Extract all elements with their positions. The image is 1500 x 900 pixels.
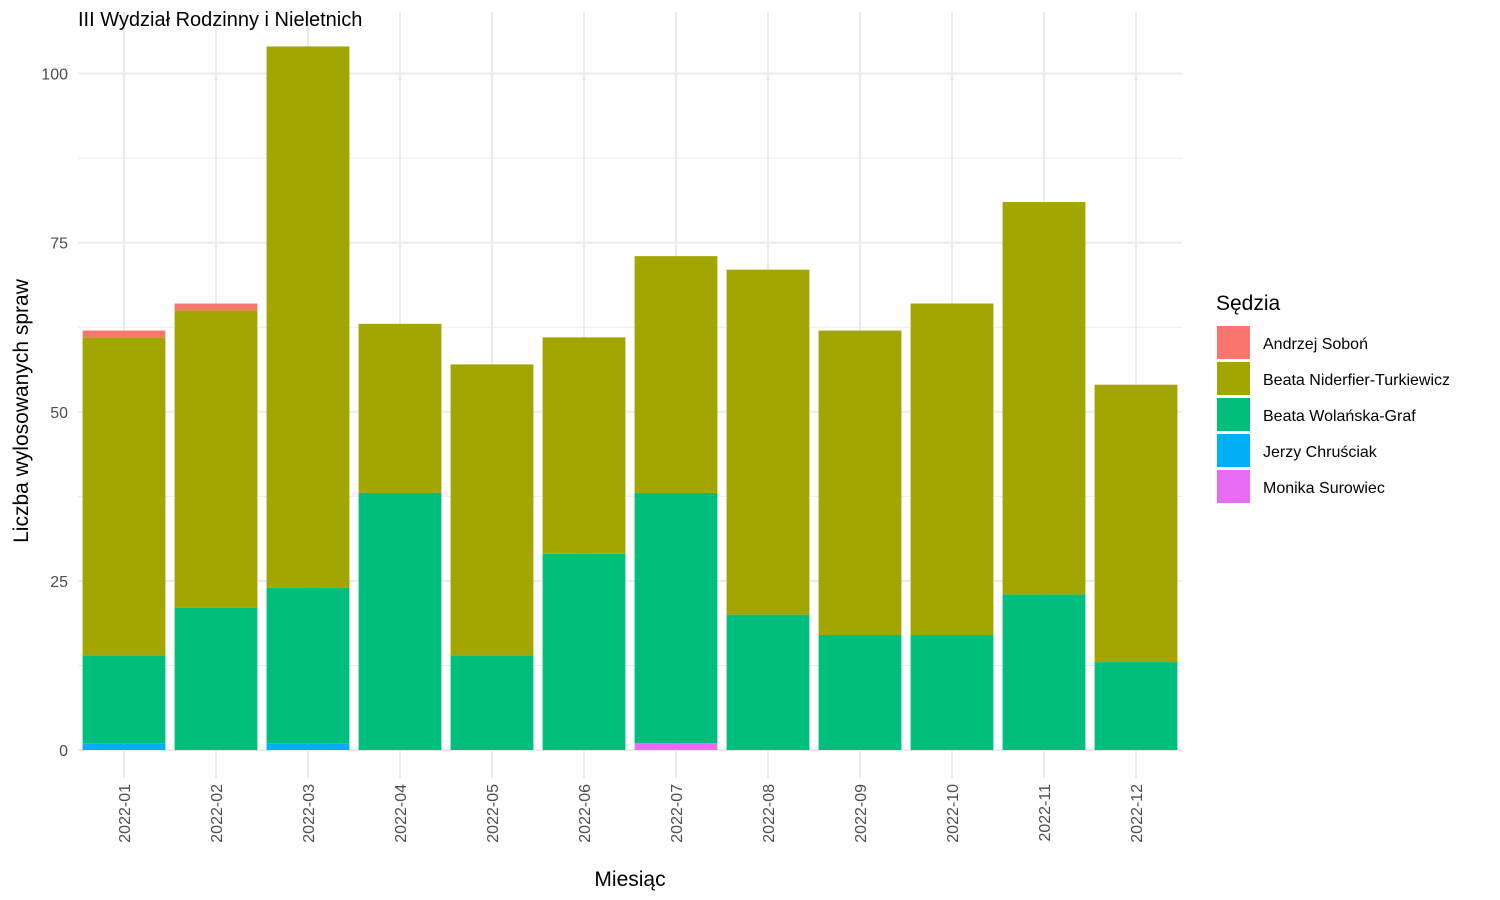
bar-segment <box>82 655 166 744</box>
y-tick-label: 0 <box>59 743 68 760</box>
legend-swatch <box>1217 470 1250 503</box>
legend-label: Monika Surowiec <box>1263 480 1385 497</box>
legend-swatch <box>1217 398 1250 431</box>
bar-segment <box>1094 384 1178 663</box>
y-tick-label: 100 <box>41 67 68 84</box>
chart-title: III Wydział Rodzinny i Nieletnich <box>78 9 362 31</box>
x-tick-label: 2022-02 <box>209 784 226 843</box>
legend-items: Andrzej Soboń Beata Niderfier-Turkiewicz B… <box>1217 326 1450 503</box>
x-tick-label: 2022-04 <box>393 784 410 843</box>
x-axis-ticks: 2022-01 2022-02 2022-03 2022-04 2022-05 2022-… <box>117 784 1146 843</box>
legend-label: Beata Niderfier-Turkiewicz <box>1263 372 1450 389</box>
bar-segment <box>818 634 902 750</box>
bar-segment <box>634 492 718 744</box>
x-tick-label: 2022-09 <box>853 784 870 843</box>
x-tick-label: 2022-12 <box>1129 784 1146 843</box>
x-tick-label: 2022-08 <box>761 784 778 843</box>
bar-segment <box>450 655 534 750</box>
bar-segment <box>634 256 718 493</box>
bar-segment <box>266 46 350 588</box>
bar-segment <box>634 743 718 750</box>
bar-segment <box>726 614 810 750</box>
x-tick-label: 2022-06 <box>577 784 594 843</box>
y-tick-label: 25 <box>50 574 68 591</box>
bar-segment <box>266 743 350 750</box>
legend-label: Andrzej Soboń <box>1263 336 1368 353</box>
legend: Sędzia Andrzej Soboń Beata Niderfier-Turk… <box>1216 292 1450 503</box>
y-axis-ticks: 0 25 50 75 100 <box>41 67 68 761</box>
bar-segment <box>358 492 442 750</box>
bar-segment <box>82 330 166 338</box>
y-axis-title: Liczba wylosowanych spraw <box>10 278 33 543</box>
legend-label: Beata Wolańska-Graf <box>1263 408 1416 425</box>
legend-swatch <box>1217 326 1250 359</box>
x-tick-label: 2022-07 <box>669 784 686 843</box>
x-tick-label: 2022-01 <box>117 784 134 843</box>
bar-segment <box>542 337 626 554</box>
bar-segment <box>910 634 994 750</box>
bar-segment <box>358 323 442 493</box>
y-tick-label: 75 <box>50 236 68 253</box>
bar-segment <box>542 553 626 750</box>
bar-segment <box>1002 202 1086 595</box>
legend-swatch <box>1217 362 1250 395</box>
legend-label: Jerzy Chruściak <box>1263 444 1378 461</box>
bar-segment <box>1002 594 1086 750</box>
bar-segment <box>174 303 258 311</box>
bar-segment <box>910 303 994 635</box>
bar-segment <box>174 607 258 750</box>
legend-title: Sędzia <box>1216 292 1281 315</box>
bar-segment <box>726 269 810 615</box>
bar-segment <box>450 364 534 656</box>
bars <box>82 46 1178 750</box>
bar-segment <box>818 330 902 635</box>
bar-segment <box>82 743 166 750</box>
bar-segment <box>1094 662 1178 750</box>
bar-segment <box>82 337 166 656</box>
x-axis-title: Miesiąc <box>594 868 665 891</box>
x-tick-label: 2022-10 <box>945 784 962 843</box>
bar-segment <box>174 310 258 608</box>
x-tick-label: 2022-11 <box>1037 784 1054 842</box>
bar-segment <box>266 587 350 744</box>
legend-swatch <box>1217 434 1250 467</box>
y-tick-label: 50 <box>50 405 68 422</box>
x-tick-label: 2022-05 <box>485 784 502 843</box>
x-tick-label: 2022-03 <box>301 784 318 843</box>
